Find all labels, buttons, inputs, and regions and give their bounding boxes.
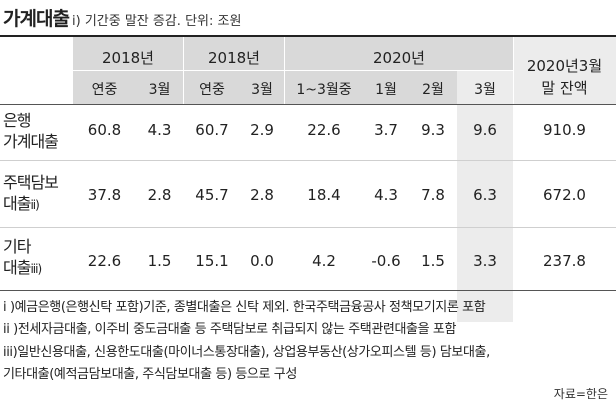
header-subline [73, 70, 513, 71]
table-cell: 7.8 [421, 186, 445, 204]
table-title: 가계대출 [3, 8, 70, 30]
row-label-footnote-mark: iii) [30, 262, 42, 276]
subcol-march: 3월 [148, 82, 171, 98]
table-cell: 22.6 [87, 252, 122, 270]
footnote-1: i )예금은행(은행신탁 포함)기준, 종별대출은 신탁 제외. 한국주택금융공… [3, 300, 486, 315]
header-bg-march [457, 70, 513, 104]
table-cell: 2.8 [250, 186, 274, 204]
table-cell: 1.5 [147, 252, 172, 270]
table-cell: 672.0 [543, 186, 586, 204]
source-credit: 자료=한은 [553, 387, 608, 401]
row-label-footnote-mark: ii) [30, 198, 39, 212]
row-label-line1: 기타 [3, 237, 31, 256]
column-highlight [457, 104, 513, 322]
header-2018-b: 2018년 [208, 49, 260, 67]
header-rule [0, 104, 616, 105]
header-2018-a: 2018년 [102, 49, 154, 67]
table-cell: 4.3 [147, 121, 172, 139]
table-cell: 37.8 [87, 186, 122, 204]
subcol-march: 3월 [251, 82, 273, 98]
row-label-line1: 주택담보 [3, 173, 59, 192]
table-cell: 2.9 [250, 121, 274, 139]
row-divider [0, 227, 616, 228]
table-cell: 4.2 [312, 252, 336, 270]
subcol-q1: 1~3월중 [296, 82, 352, 98]
table-cell: 237.8 [543, 252, 586, 270]
table-cell: 4.3 [374, 186, 398, 204]
table-cell: 60.8 [87, 121, 122, 139]
subcol-feb: 2월 [422, 82, 444, 98]
table-cell: 22.6 [307, 121, 341, 139]
table-cell: 15.1 [195, 252, 229, 270]
table-cell: 1.5 [421, 252, 445, 270]
table-cell: 60.7 [195, 121, 229, 139]
subcol-yearly: 연중 [199, 82, 225, 98]
row-label-line2: 대출 [3, 194, 31, 213]
header-divider [513, 37, 514, 104]
table-cell: 3.3 [473, 252, 497, 270]
table-cell: -0.6 [371, 252, 401, 270]
table-cell: 2.8 [147, 186, 172, 204]
header-bg-balance [513, 37, 616, 104]
table-cell: 910.9 [543, 121, 586, 139]
header-2020: 2020년 [373, 49, 425, 67]
table-cell: 9.6 [473, 121, 497, 139]
table-cell: 3.7 [374, 121, 398, 139]
row-label-line2: 대출 [3, 258, 31, 277]
header-balance-line2: 말 잔액 [541, 79, 588, 97]
row-label-line2: 가계대출 [3, 132, 59, 151]
top-rule [0, 35, 616, 37]
table-subtitle: i) 기간중 말잔 증감. 단위: 조원 [72, 14, 242, 29]
row-label-line1: 은행 [3, 111, 31, 130]
row-label-other: 기타 대출iii) [3, 236, 42, 280]
subcol-jan: 1월 [375, 82, 397, 98]
footnote-3: iii)일반신용대출, 신용한도대출(마이너스통장대출), 상업용부동산(상가오… [3, 345, 490, 360]
table-cell: 9.3 [421, 121, 445, 139]
footnote-2: ii )전세자금대출, 이주비 중도금대출 등 주택담보로 취급되지 않는 주택… [3, 322, 457, 337]
subcol-mar: 3월 [474, 82, 496, 98]
table-cell: 45.7 [195, 186, 229, 204]
table-cell: 6.3 [473, 186, 497, 204]
table-cell: 18.4 [307, 186, 341, 204]
footnote-3-cont: 기타대출(예적금담보대출, 주식담보대출 등) 등으로 구성 [3, 367, 297, 382]
table-bottom-rule [0, 290, 616, 291]
header-balance-line1: 2020년3월 [526, 57, 603, 75]
row-divider [0, 160, 616, 161]
table-cell: 0.0 [250, 252, 274, 270]
row-label-mortgage: 주택담보 대출ii) [3, 172, 59, 216]
subcol-yearly: 연중 [91, 82, 118, 98]
row-label-bank: 은행 가계대출 [3, 110, 59, 152]
